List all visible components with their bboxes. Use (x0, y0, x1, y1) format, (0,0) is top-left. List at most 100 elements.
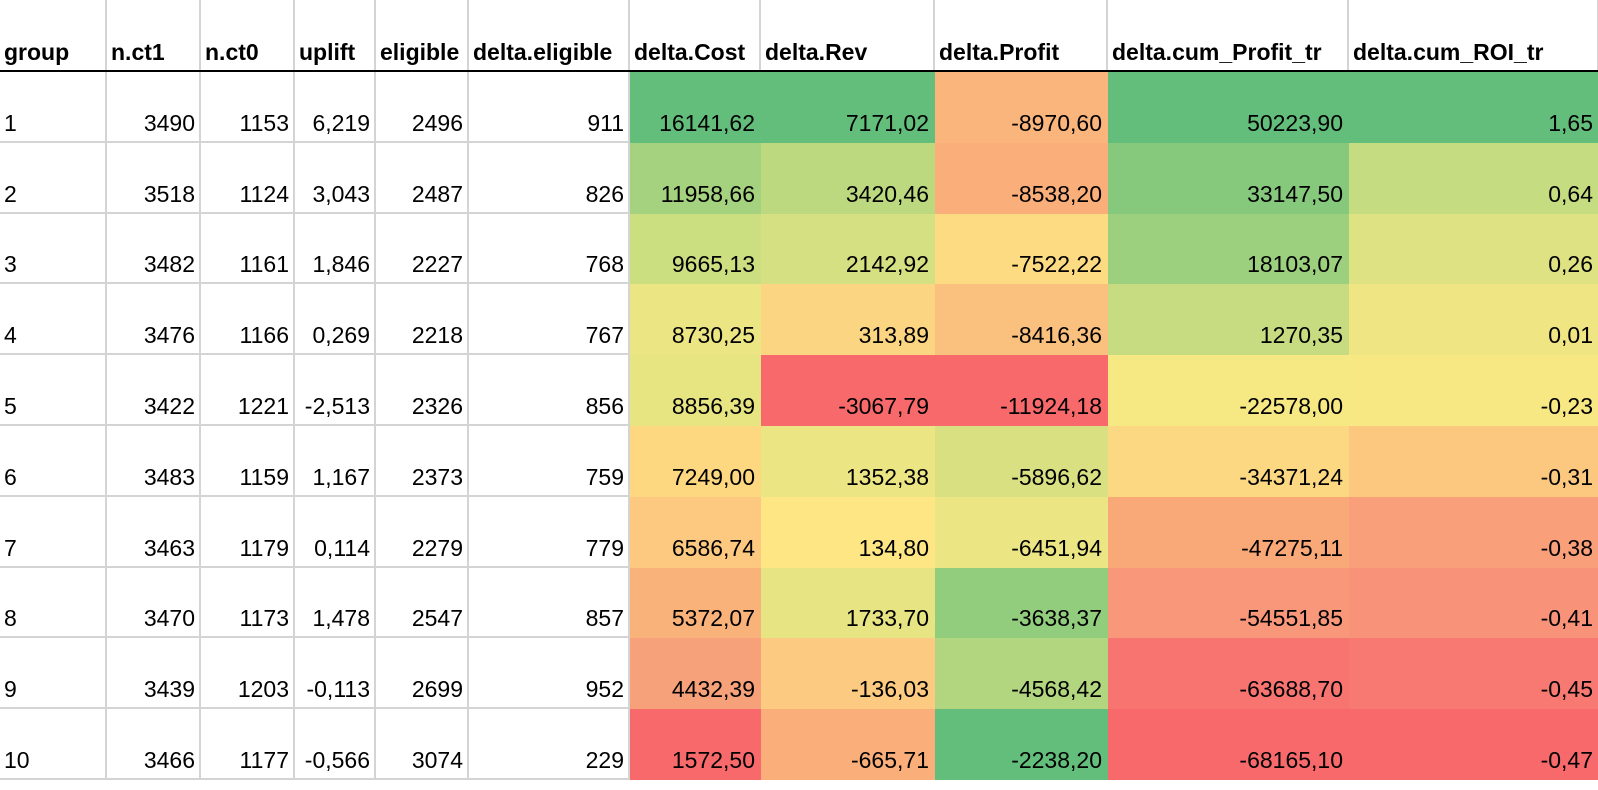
cell-delta-rev[interactable]: 313,89 (760, 283, 935, 356)
cell-delta-profit[interactable]: -3638,37 (934, 566, 1108, 639)
header-cell-delta-cum-profit-tr[interactable]: delta.cum_Profit_tr (1107, 0, 1349, 72)
cell-group[interactable]: 9 (0, 637, 107, 710)
cell-eligible[interactable]: 2279 (375, 495, 469, 568)
cell-delta-cum-roi-tr[interactable]: 0,26 (1348, 212, 1598, 285)
cell-uplift[interactable]: 1,846 (294, 212, 376, 285)
cell-eligible[interactable]: 3074 (375, 708, 469, 780)
header-cell-eligible[interactable]: eligible (375, 0, 469, 72)
cell-delta-rev[interactable]: 1352,38 (760, 424, 935, 497)
cell-n-ct1[interactable]: 3439 (106, 637, 201, 710)
cell-uplift[interactable]: -0,113 (294, 637, 376, 710)
cell-delta-cum-profit-tr[interactable]: 50223,90 (1107, 71, 1349, 143)
cell-n-ct0[interactable]: 1203 (200, 637, 295, 710)
cell-n-ct1[interactable]: 3518 (106, 141, 201, 214)
cell-n-ct0[interactable]: 1173 (200, 566, 295, 639)
cell-group[interactable]: 7 (0, 495, 107, 568)
cell-eligible[interactable]: 2227 (375, 212, 469, 285)
cell-delta-cum-profit-tr[interactable]: 18103,07 (1107, 212, 1349, 285)
cell-n-ct0[interactable]: 1153 (200, 71, 295, 143)
cell-delta-eligible[interactable]: 826 (468, 141, 630, 214)
cell-group[interactable]: 8 (0, 566, 107, 639)
cell-delta-profit[interactable]: -4568,42 (934, 637, 1108, 710)
cell-eligible[interactable]: 2547 (375, 566, 469, 639)
cell-delta-cost[interactable]: 9665,13 (629, 212, 761, 285)
cell-delta-cost[interactable]: 4432,39 (629, 637, 761, 710)
cell-delta-rev[interactable]: 134,80 (760, 495, 935, 568)
header-cell-group[interactable]: group (0, 0, 107, 72)
cell-delta-eligible[interactable]: 768 (468, 212, 630, 285)
cell-n-ct0[interactable]: 1124 (200, 141, 295, 214)
cell-delta-profit[interactable]: -5896,62 (934, 424, 1108, 497)
cell-group[interactable]: 5 (0, 354, 107, 426)
cell-delta-eligible[interactable]: 759 (468, 424, 630, 497)
cell-delta-profit[interactable]: -8538,20 (934, 141, 1108, 214)
header-cell-delta-cost[interactable]: delta.Cost (629, 0, 761, 72)
cell-delta-cum-profit-tr[interactable]: 33147,50 (1107, 141, 1349, 214)
cell-delta-profit[interactable]: -8970,60 (934, 71, 1108, 143)
cell-uplift[interactable]: 6,219 (294, 71, 376, 143)
cell-uplift[interactable]: 1,167 (294, 424, 376, 497)
cell-delta-cost[interactable]: 6586,74 (629, 495, 761, 568)
cell-n-ct1[interactable]: 3483 (106, 424, 201, 497)
cell-group[interactable]: 6 (0, 424, 107, 497)
header-cell-delta-profit[interactable]: delta.Profit (934, 0, 1108, 72)
cell-delta-cost[interactable]: 8856,39 (629, 354, 761, 426)
cell-eligible[interactable]: 2373 (375, 424, 469, 497)
cell-delta-profit[interactable]: -6451,94 (934, 495, 1108, 568)
cell-delta-eligible[interactable]: 911 (468, 71, 630, 143)
cell-n-ct1[interactable]: 3482 (106, 212, 201, 285)
cell-delta-cum-profit-tr[interactable]: -34371,24 (1107, 424, 1349, 497)
cell-n-ct1[interactable]: 3466 (106, 708, 201, 780)
cell-delta-cum-profit-tr[interactable]: -22578,00 (1107, 354, 1349, 426)
cell-delta-cum-profit-tr[interactable]: -47275,11 (1107, 495, 1349, 568)
cell-uplift[interactable]: 1,478 (294, 566, 376, 639)
cell-eligible[interactable]: 2326 (375, 354, 469, 426)
cell-delta-cum-roi-tr[interactable]: -0,41 (1348, 566, 1598, 639)
cell-n-ct1[interactable]: 3490 (106, 71, 201, 143)
cell-delta-rev[interactable]: -136,03 (760, 637, 935, 710)
cell-delta-cum-profit-tr[interactable]: -54551,85 (1107, 566, 1349, 639)
cell-delta-cum-roi-tr[interactable]: -0,45 (1348, 637, 1598, 710)
cell-n-ct0[interactable]: 1221 (200, 354, 295, 426)
cell-delta-cum-roi-tr[interactable]: 0,01 (1348, 283, 1598, 356)
cell-delta-rev[interactable]: 1733,70 (760, 566, 935, 639)
cell-delta-cost[interactable]: 8730,25 (629, 283, 761, 356)
cell-delta-cum-roi-tr[interactable]: -0,47 (1348, 708, 1598, 780)
cell-n-ct0[interactable]: 1161 (200, 212, 295, 285)
cell-eligible[interactable]: 2487 (375, 141, 469, 214)
cell-delta-profit[interactable]: -8416,36 (934, 283, 1108, 356)
cell-delta-eligible[interactable]: 952 (468, 637, 630, 710)
cell-delta-eligible[interactable]: 229 (468, 708, 630, 780)
cell-n-ct1[interactable]: 3476 (106, 283, 201, 356)
cell-eligible[interactable]: 2496 (375, 71, 469, 143)
cell-group[interactable]: 1 (0, 71, 107, 143)
cell-delta-cum-profit-tr[interactable]: -63688,70 (1107, 637, 1349, 710)
cell-delta-cost[interactable]: 7249,00 (629, 424, 761, 497)
header-cell-n-ct1[interactable]: n.ct1 (106, 0, 201, 72)
cell-group[interactable]: 3 (0, 212, 107, 285)
header-cell-delta-rev[interactable]: delta.Rev (760, 0, 935, 72)
cell-eligible[interactable]: 2218 (375, 283, 469, 356)
cell-delta-profit[interactable]: -2238,20 (934, 708, 1108, 780)
cell-n-ct1[interactable]: 3470 (106, 566, 201, 639)
cell-n-ct1[interactable]: 3422 (106, 354, 201, 426)
cell-n-ct0[interactable]: 1166 (200, 283, 295, 356)
cell-delta-rev[interactable]: -3067,79 (760, 354, 935, 426)
cell-delta-cum-profit-tr[interactable]: -68165,10 (1107, 708, 1349, 780)
cell-delta-cum-roi-tr[interactable]: -0,38 (1348, 495, 1598, 568)
cell-group[interactable]: 2 (0, 141, 107, 214)
cell-uplift[interactable]: 0,114 (294, 495, 376, 568)
cell-uplift[interactable]: -2,513 (294, 354, 376, 426)
cell-delta-eligible[interactable]: 856 (468, 354, 630, 426)
cell-n-ct0[interactable]: 1159 (200, 424, 295, 497)
cell-delta-cost[interactable]: 16141,62 (629, 71, 761, 143)
cell-delta-cost[interactable]: 5372,07 (629, 566, 761, 639)
cell-delta-cum-roi-tr[interactable]: 0,64 (1348, 141, 1598, 214)
cell-uplift[interactable]: -0,566 (294, 708, 376, 780)
cell-delta-cum-roi-tr[interactable]: -0,31 (1348, 424, 1598, 497)
cell-group[interactable]: 4 (0, 283, 107, 356)
cell-delta-cost[interactable]: 11958,66 (629, 141, 761, 214)
cell-delta-cost[interactable]: 1572,50 (629, 708, 761, 780)
cell-n-ct0[interactable]: 1177 (200, 708, 295, 780)
cell-group[interactable]: 10 (0, 708, 107, 780)
